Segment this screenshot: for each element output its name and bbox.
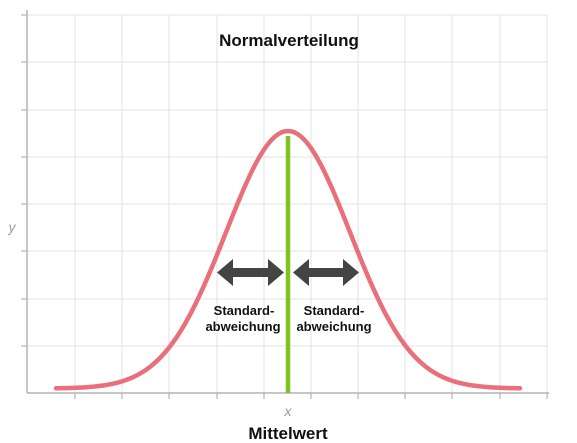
std-dev-left-label-line2: abweichung bbox=[205, 319, 280, 334]
std-dev-right-arrow-icon bbox=[293, 259, 359, 286]
std-dev-right-label-line2: abweichung bbox=[296, 319, 371, 334]
std-dev-right-label-line1: Standard- bbox=[304, 303, 365, 318]
std-dev-left-label-line1: Standard- bbox=[214, 303, 275, 318]
mean-label: Mittelwert bbox=[248, 424, 328, 443]
diagram-title: Normalverteilung bbox=[219, 31, 359, 50]
bell-curve bbox=[53, 128, 523, 391]
x-axis-label: x bbox=[284, 403, 293, 419]
axis-ticks bbox=[21, 14, 548, 399]
std-dev-left-arrow-icon bbox=[217, 259, 284, 286]
y-axis-label: y bbox=[8, 219, 17, 235]
